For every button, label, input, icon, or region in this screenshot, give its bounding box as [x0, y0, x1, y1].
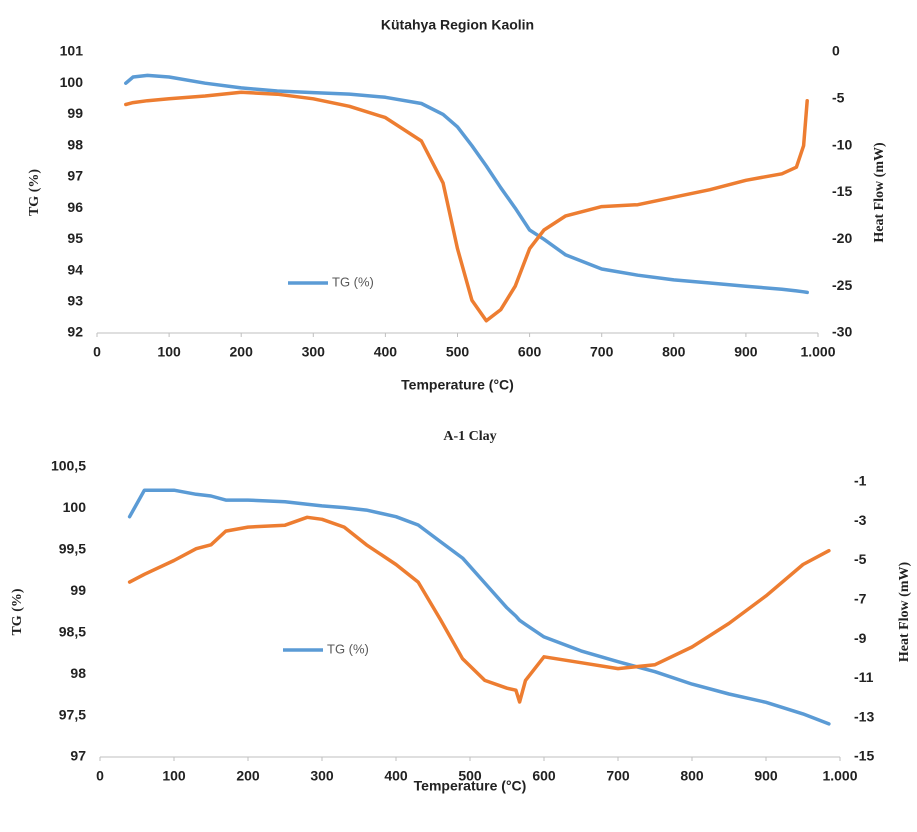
y2-axis-label: Heat Flow (mW) [897, 562, 912, 663]
x-tick-label: 900 [754, 768, 778, 784]
y2-tick-label: -7 [854, 591, 867, 607]
y-tick-label: 94 [67, 261, 83, 277]
y2-tick-label: -20 [832, 230, 852, 246]
x-axis-label: Temperature (°C) [401, 377, 514, 393]
x-tick-label: 600 [532, 768, 556, 784]
y2-tick-label: -3 [854, 512, 867, 528]
series-line [127, 515, 831, 704]
y2-tick-label: -25 [832, 277, 852, 293]
y2-tick-label: -5 [832, 90, 845, 106]
y-tick-label: 100 [63, 499, 87, 515]
x-tick-label: 500 [458, 768, 482, 784]
legend-label: TG (%) [332, 274, 374, 289]
y2-tick-label: -30 [832, 324, 852, 340]
y-tick-label: 95 [67, 230, 83, 246]
x-tick-label: 800 [662, 344, 686, 360]
x-tick-label: 700 [590, 344, 614, 360]
y-axis-label: TG (%) [27, 169, 42, 216]
x-tick-label: 0 [96, 768, 104, 784]
y2-tick-label: -15 [832, 183, 852, 199]
x-tick-label: 200 [230, 344, 254, 360]
y2-axis-label: Heat Flow (mW) [872, 142, 887, 243]
y-tick-label: 98 [67, 136, 83, 152]
y-tick-label: 92 [67, 324, 83, 340]
x-tick-label: 500 [446, 344, 470, 360]
x-tick-label: 900 [734, 344, 758, 360]
x-tick-label: 1.000 [800, 344, 835, 360]
y-tick-label: 101 [60, 43, 84, 59]
y2-tick-label: -15 [854, 748, 874, 764]
x-tick-label: 400 [384, 768, 408, 784]
y-tick-label: 96 [67, 199, 83, 215]
y-tick-label: 100,5 [51, 458, 86, 474]
series-line [127, 488, 831, 726]
x-axis-label: Temperature (°C) [414, 778, 527, 794]
y-tick-label: 100 [60, 74, 84, 90]
y-tick-label: 97,5 [59, 706, 86, 722]
x-tick-label: 100 [157, 344, 181, 360]
x-tick-label: 400 [374, 344, 398, 360]
series-line [124, 90, 809, 323]
y2-tick-label: -13 [854, 708, 874, 724]
y-tick-label: 98,5 [59, 623, 86, 639]
y2-tick-label: -1 [854, 473, 867, 489]
legend-label: TG (%) [327, 641, 369, 656]
x-tick-label: 300 [310, 768, 334, 784]
y2-tick-label: -5 [854, 551, 867, 567]
y2-tick-label: 0 [832, 43, 840, 59]
y-tick-label: 99,5 [59, 541, 86, 557]
series-line [124, 73, 809, 295]
x-tick-label: 0 [93, 344, 101, 360]
x-tick-label: 200 [236, 768, 260, 784]
x-tick-label: 100 [162, 768, 186, 784]
y-tick-label: 97 [70, 748, 86, 764]
y-tick-label: 98 [70, 665, 86, 681]
x-tick-label: 700 [606, 768, 630, 784]
y2-tick-label: -9 [854, 630, 867, 646]
y-tick-label: 97 [67, 168, 83, 184]
x-tick-label: 300 [302, 344, 326, 360]
chart-title: A-1 Clay [443, 429, 496, 444]
y-tick-label: 99 [70, 582, 86, 598]
y-axis-label: TG (%) [10, 588, 25, 635]
y-tick-label: 99 [67, 105, 83, 121]
x-tick-label: 800 [680, 768, 704, 784]
y-tick-label: 93 [67, 292, 83, 308]
y2-tick-label: -11 [854, 669, 874, 685]
x-tick-label: 600 [518, 344, 542, 360]
y2-tick-label: -10 [832, 136, 852, 152]
x-tick-label: 1.000 [822, 768, 857, 784]
chart-title: Kütahya Region Kaolin [381, 17, 534, 33]
